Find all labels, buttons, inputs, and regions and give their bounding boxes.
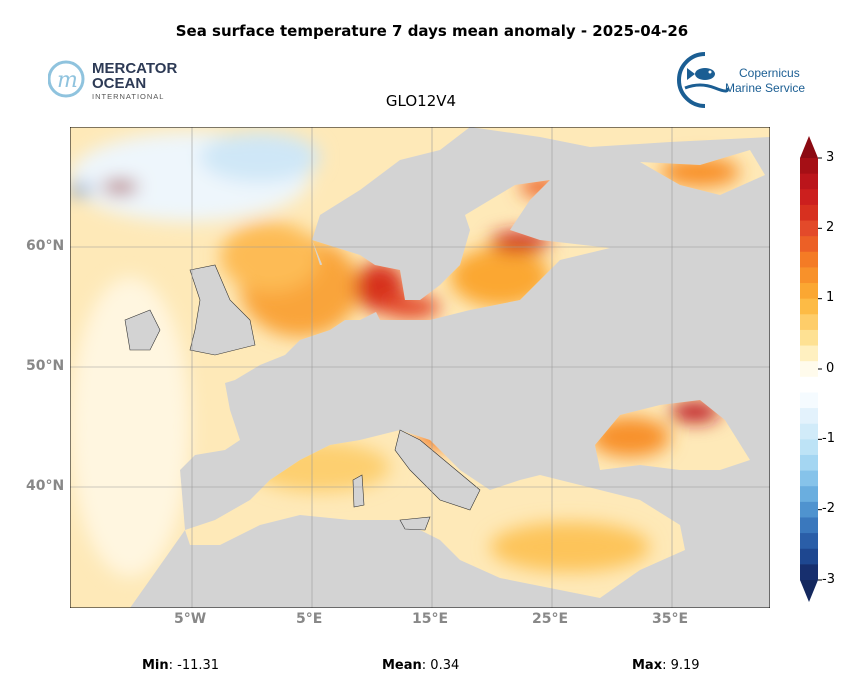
colorbar-band bbox=[800, 361, 818, 378]
colorbar-tick: 1 bbox=[826, 290, 835, 305]
svg-text:Marine Service: Marine Service bbox=[725, 81, 805, 95]
lon-label: 5°E bbox=[296, 611, 323, 627]
svg-text:Copernicus: Copernicus bbox=[739, 66, 800, 80]
figure-title: Sea surface temperature 7 days mean anom… bbox=[175, 22, 689, 40]
colorbar-tick: 3 bbox=[826, 150, 835, 165]
colorbar-tick: -1 bbox=[822, 431, 835, 446]
colorbar-band bbox=[800, 298, 818, 315]
lon-label: 5°W bbox=[174, 611, 207, 627]
colorbar-band bbox=[800, 470, 818, 487]
colorbar-band bbox=[800, 189, 818, 206]
min-stat: Min: -11.31 bbox=[142, 658, 220, 673]
copernicus-marine-logo: Copernicus Marine Service bbox=[675, 50, 820, 112]
colorbar-band bbox=[800, 392, 818, 409]
colorbar-band bbox=[800, 204, 818, 222]
svg-text:INTERNATIONAL: INTERNATIONAL bbox=[92, 92, 164, 101]
colorbar-band bbox=[800, 439, 818, 456]
colorbar-band bbox=[800, 283, 818, 300]
lon-label: 35°E bbox=[652, 611, 689, 627]
lat-label: 60°N bbox=[26, 238, 65, 254]
lon-label: 25°E bbox=[532, 611, 569, 627]
colorbar-band bbox=[800, 423, 818, 440]
colorbar-band bbox=[800, 454, 818, 472]
colorbar-band bbox=[800, 329, 818, 347]
colorbar-under-arrow bbox=[800, 580, 818, 602]
colorbar-tick: 2 bbox=[826, 220, 835, 235]
colorbar-band bbox=[800, 314, 818, 331]
colorbar bbox=[800, 136, 822, 602]
colorbar-band bbox=[800, 345, 818, 362]
svg-text:MERCATOR: MERCATOR bbox=[92, 60, 177, 77]
colorbar-band bbox=[800, 408, 818, 425]
colorbar-band bbox=[800, 267, 818, 284]
colorbar-band bbox=[800, 251, 818, 268]
svg-text:OCEAN: OCEAN bbox=[92, 75, 146, 92]
colorbar-band bbox=[800, 564, 818, 581]
lat-label: 40°N bbox=[26, 478, 65, 494]
colorbar-band bbox=[800, 158, 818, 175]
model-name: GLO12V4 bbox=[385, 92, 457, 110]
colorbar-over-arrow bbox=[800, 136, 818, 158]
lat-label: 50°N bbox=[26, 358, 65, 374]
colorbar-tick: 0 bbox=[826, 361, 835, 376]
mercator-ocean-logo: m MERCATOR OCEAN INTERNATIONAL bbox=[47, 57, 188, 105]
coastlines bbox=[124, 264, 481, 531]
colorbar-band bbox=[800, 501, 818, 518]
colorbar-band bbox=[800, 517, 818, 534]
colorbar-band bbox=[800, 236, 818, 253]
lon-label: 15°E bbox=[412, 611, 449, 627]
svg-text:m: m bbox=[57, 68, 78, 93]
colorbar-band bbox=[800, 486, 818, 503]
colorbar-band bbox=[800, 220, 818, 237]
colorbar-tick: -3 bbox=[822, 572, 835, 587]
colorbar-band bbox=[800, 548, 818, 565]
sst-anomaly-map bbox=[70, 127, 770, 608]
graticule bbox=[70, 127, 770, 608]
colorbar-band bbox=[800, 533, 818, 550]
colorbar-band bbox=[800, 376, 818, 393]
colorbar-tick: -2 bbox=[822, 501, 835, 516]
colorbar-band bbox=[800, 173, 818, 190]
mean-stat: Mean: 0.34 bbox=[382, 658, 460, 673]
max-stat: Max: 9.19 bbox=[632, 658, 700, 673]
